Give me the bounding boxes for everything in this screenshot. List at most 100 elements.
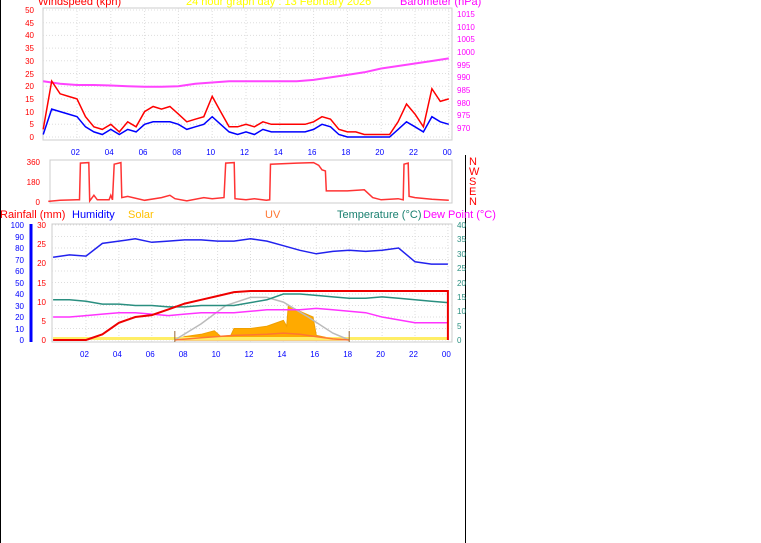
rain-tick-label: 0	[41, 336, 46, 345]
temp-tick-label: 25	[457, 264, 466, 274]
compass-label: W	[469, 166, 480, 178]
legend-uv: UV	[265, 209, 281, 221]
legend-humidity: Humidity	[72, 209, 115, 221]
baro-tick-label: 1000	[457, 48, 475, 58]
humidity-tick-label: 50	[15, 278, 24, 288]
wind-tick-label: 45	[25, 18, 34, 28]
hour-label: 18	[343, 350, 353, 359]
hour-label: 08	[172, 148, 182, 157]
baro-tick-label: 985	[457, 86, 471, 96]
direction-plot-area	[49, 159, 453, 204]
hour-label: 10	[206, 148, 216, 157]
hour-label: 22	[409, 148, 418, 157]
compass-label: N	[469, 156, 477, 168]
solar-baseline	[53, 337, 448, 340]
direction-tick-label: 0	[35, 198, 40, 207]
temp-tick-label: 35	[457, 235, 466, 245]
wind-direction-line	[48, 161, 449, 204]
humidity-tick-label: 30	[15, 301, 24, 311]
baro-tick-label: 975	[457, 111, 471, 121]
dew-point-line	[53, 307, 448, 324]
hour-label: 20	[375, 148, 385, 157]
temp-tick-label: 0	[457, 336, 462, 345]
temp-tick-label: 30	[457, 249, 466, 259]
hour-label: 00	[442, 148, 452, 157]
legend-temperature: Temperature (°C)	[337, 209, 422, 221]
baro-tick-label: 990	[457, 73, 471, 83]
solar-max-curve	[174, 296, 350, 341]
wind-tick-label: 30	[25, 56, 34, 66]
gust-line	[42, 79, 450, 136]
temp-tick-label: 40	[457, 221, 466, 230]
temp-tick-label: 15	[457, 292, 466, 302]
rain-tick-label: 20	[37, 259, 46, 269]
hour-label: 06	[138, 148, 148, 157]
hour-label: 02	[80, 350, 89, 359]
baro-tick-label: 1015	[457, 10, 475, 20]
wind-tick-label: 40	[25, 31, 34, 41]
hour-label: 00	[441, 350, 451, 359]
humidity-tick-label: 80	[15, 244, 24, 253]
compass-label: S	[469, 176, 477, 188]
hour-label: 12	[244, 350, 254, 359]
hour-label: 20	[376, 350, 385, 359]
humidity-line	[52, 238, 448, 265]
baro-tick-label: 980	[457, 98, 471, 108]
humidity-tick-label: 20	[15, 313, 24, 322]
rain-tick-label: 30	[37, 221, 46, 231]
barometer-axis-title: Barometer (hPa)	[400, 0, 482, 8]
rain-tick-label: 5	[41, 316, 46, 326]
baro-tick-label: 995	[457, 60, 471, 70]
wind-tick-label: 15	[25, 94, 34, 104]
direction-tick-label: 360	[26, 158, 40, 167]
rain-tick-label: 15	[37, 278, 46, 288]
baro-tick-label: 1010	[457, 22, 475, 32]
hour-label: 06	[145, 350, 155, 359]
wind-tick-label: 35	[25, 44, 34, 54]
humidity-tick-label: 0	[19, 336, 24, 345]
uv-line	[174, 332, 350, 341]
wind-tick-label: 0	[29, 133, 34, 142]
wind-tick-label: 5	[29, 120, 34, 130]
humidity-tick-label: 100	[10, 221, 24, 230]
humidity-tick-label: 60	[15, 267, 24, 276]
legend-solar: Solar	[128, 209, 154, 221]
rain-tick-label: 25	[37, 240, 46, 250]
rain-tick-label: 10	[37, 297, 46, 307]
hour-label: 12	[240, 148, 249, 157]
hour-label: 18	[341, 148, 351, 157]
humidity-tick-label: 40	[15, 290, 24, 299]
baro-tick-label: 970	[457, 124, 471, 133]
temperature-line	[53, 293, 448, 308]
temp-tick-label: 5	[457, 321, 462, 331]
windspeed-axis-title: Windspeed (kph)	[38, 0, 122, 8]
humidity-tick-label: 10	[15, 324, 24, 334]
hour-label: 04	[104, 148, 114, 157]
compass-label: E	[469, 186, 477, 198]
rainfall-line	[53, 290, 449, 341]
hour-label: 04	[112, 350, 122, 359]
baro-tick-label: 1005	[457, 35, 475, 45]
direction-tick-label: 180	[26, 178, 40, 187]
wind-tick-label: 20	[25, 82, 34, 92]
legend-rainfall: Rainfall (mm)	[0, 209, 66, 221]
legend-dew-point: Dew Point (°C)	[423, 209, 496, 221]
temp-tick-label: 10	[457, 307, 466, 317]
humidity-tick-label: 90	[15, 232, 24, 242]
hour-label: 08	[178, 350, 188, 359]
temp-tick-label: 20	[457, 278, 466, 288]
wind-tick-label: 10	[25, 107, 34, 117]
average-wind-line	[42, 108, 450, 138]
wind-tick-label: 25	[25, 69, 34, 79]
humidity-tick-label: 70	[15, 255, 24, 265]
hour-label: 02	[71, 148, 80, 157]
compass-label: N	[469, 196, 477, 208]
hour-label: 16	[307, 148, 317, 157]
hour-label: 22	[409, 350, 418, 359]
chart-title: 24 hour graph day : 13 February 2026	[186, 0, 372, 8]
hour-label: 14	[273, 148, 283, 157]
wind-tick-label: 50	[25, 6, 34, 15]
barometer-line	[43, 57, 449, 88]
